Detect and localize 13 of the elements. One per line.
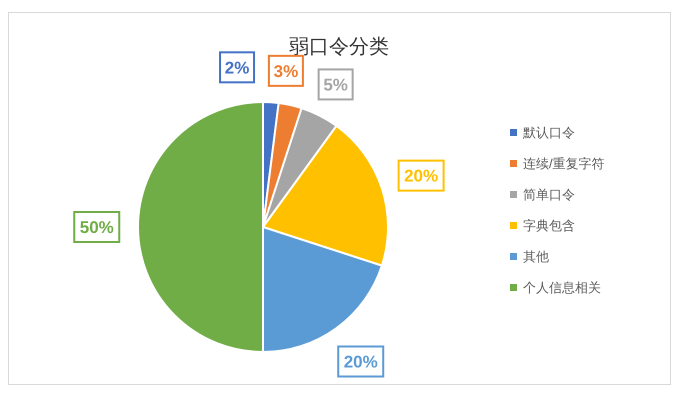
- data-label: 3%: [274, 62, 298, 81]
- legend-label: 连续/重复字符: [523, 156, 605, 171]
- legend-label: 字典包含: [523, 218, 575, 233]
- data-label: 2%: [224, 58, 250, 78]
- data-label: 20%: [344, 352, 378, 372]
- data-label: 5%: [323, 75, 348, 94]
- legend-label: 其他: [523, 249, 549, 264]
- data-label: 50%: [80, 218, 114, 237]
- legend-label: 默认口令: [522, 125, 575, 140]
- data-label: 20%: [404, 166, 438, 186]
- legend-label: 简单口令: [523, 187, 575, 202]
- legend-label: 个人信息相关: [523, 280, 601, 295]
- chart-title: 弱口令分类: [289, 36, 389, 58]
